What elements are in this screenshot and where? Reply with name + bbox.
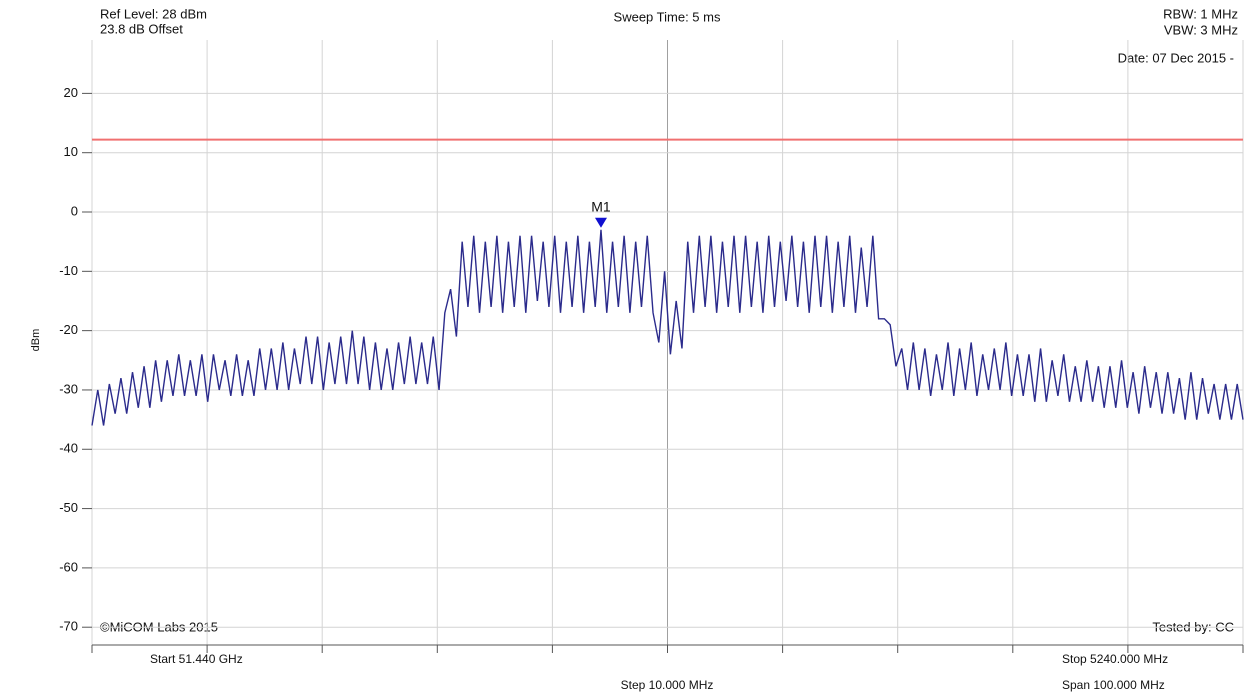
start-freq: Start 51.440 GHz bbox=[150, 652, 243, 666]
date: Date: 07 Dec 2015 - bbox=[1118, 50, 1234, 65]
ref-level: Ref Level: 28 dBm bbox=[100, 6, 207, 21]
y-tick-label: -40 bbox=[59, 441, 78, 456]
vbw: VBW: 3 MHz bbox=[1164, 22, 1238, 37]
rbw: RBW: 1 MHz bbox=[1163, 6, 1238, 21]
y-tick-label: 0 bbox=[71, 203, 78, 218]
y-tick-label: -10 bbox=[59, 263, 78, 278]
marker-triangle bbox=[594, 217, 607, 228]
y-tick-label: -60 bbox=[59, 559, 78, 574]
y-tick-label: -30 bbox=[59, 381, 78, 396]
marker-label: M1 bbox=[591, 199, 611, 215]
y-tick-label: 20 bbox=[64, 85, 78, 100]
trace bbox=[91, 229, 1244, 426]
offset: 23.8 dB Offset bbox=[100, 21, 183, 36]
y-tick-label: 10 bbox=[64, 144, 78, 159]
y-tick-label: -50 bbox=[59, 500, 78, 515]
y-axis-label: dBm bbox=[30, 329, 42, 352]
stop-freq: Stop 5240.000 MHz bbox=[1062, 652, 1168, 666]
step: Step 10.000 MHz bbox=[621, 678, 714, 692]
y-tick-label: -70 bbox=[59, 619, 78, 634]
sweep-time: Sweep Time: 5 ms bbox=[614, 9, 721, 24]
y-tick-label: -20 bbox=[59, 322, 78, 337]
span: Span 100.000 MHz bbox=[1062, 678, 1165, 692]
